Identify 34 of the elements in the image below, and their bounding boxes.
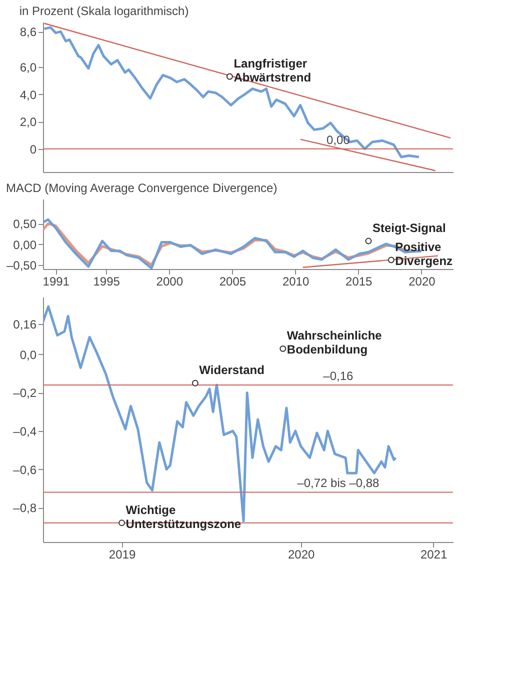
x-tick-label: 2021: [420, 548, 448, 562]
annotation: Langfristiger Abwärtstrend: [234, 56, 312, 85]
chart-title: in Prozent (Skala logarithmisch): [19, 4, 189, 18]
x-tick-label: 2020: [288, 548, 315, 562]
y-tick-label: –0,4: [13, 424, 37, 438]
x-tick-label: 2005: [219, 274, 246, 288]
annotation: Steigt-Signal: [372, 221, 446, 235]
y-tick-label: 4,0: [20, 88, 37, 102]
x-tick-label: 2019: [108, 548, 136, 562]
line-series: [43, 26, 420, 158]
annotation: Positive Divergenz: [395, 240, 453, 268]
y-tick-label: 0,00: [13, 238, 37, 252]
x-tick-label: 2020: [408, 274, 436, 288]
y-tick-label: 6,0: [20, 60, 37, 74]
annotation: Wahrscheinliche Bodenbildung: [286, 328, 382, 357]
y-tick-label: –0,8: [13, 501, 37, 516]
annotation: Widerstand: [199, 363, 264, 378]
y-tick-label: –0,2: [13, 386, 37, 400]
y-tick-label: 0: [30, 142, 37, 156]
x-tick-label: 1991: [42, 274, 70, 288]
x-tick-label: 2000: [156, 274, 184, 288]
y-tick-label: –0,50: [6, 258, 37, 272]
ref-line-label: –0,16: [323, 369, 354, 384]
y-tick-label: 8,6: [20, 25, 37, 40]
x-tick-label: 1995: [93, 274, 120, 288]
ref-line-label: –0,72 bis –0,88: [297, 476, 380, 490]
y-tick-label: 0,16: [13, 317, 37, 332]
y-tick-label: 2,0: [20, 115, 37, 130]
x-tick-label: 2015: [346, 274, 373, 288]
x-tick-label: 2010: [282, 274, 310, 288]
y-tick-label: 0,50: [13, 217, 37, 232]
chart-title: MACD (Moving Average Convergence Divergence): [6, 181, 278, 195]
y-tick-label: 0,0: [20, 348, 37, 362]
y-tick-label: –0,6: [13, 462, 37, 477]
